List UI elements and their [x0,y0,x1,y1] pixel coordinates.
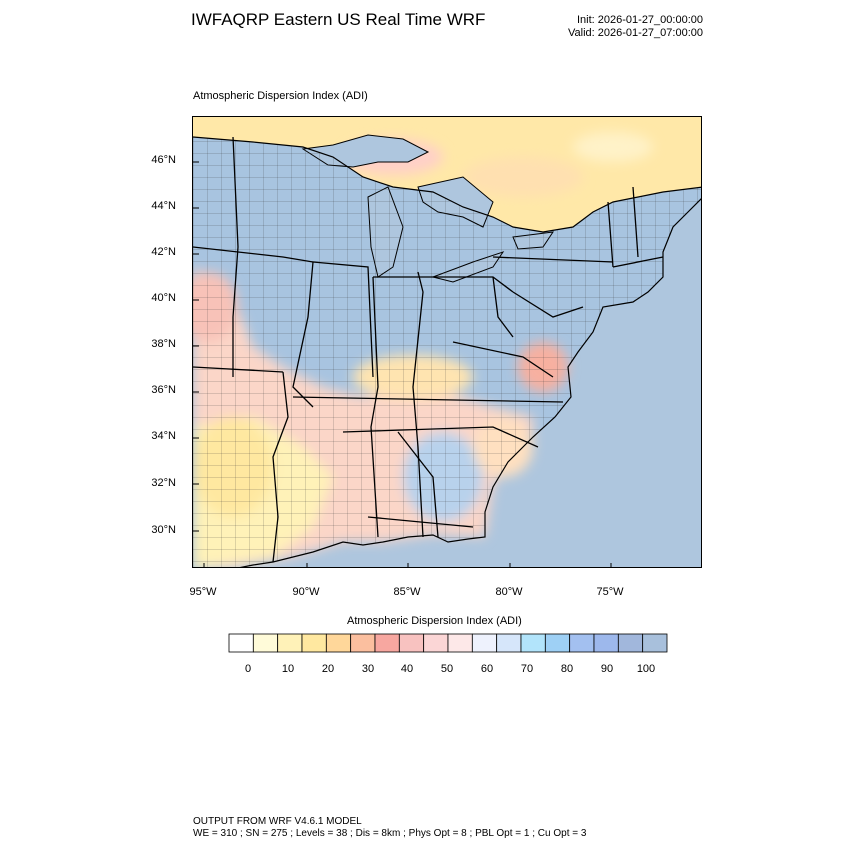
colorbar-label-40: 40 [400,663,414,675]
lon-label-80: 80°W [495,586,523,598]
colorbar-label-30: 30 [361,663,375,675]
lat-label-46: 46°N [151,154,176,166]
colorbar-swatch [569,633,595,653]
colorbar-label-100: 100 [636,663,656,675]
axis-ticks [193,161,612,567]
colorbar-swatch [447,633,473,653]
valid-time: Valid: 2026-01-27_07:00:00 [568,27,703,39]
colorbar-label-90: 90 [600,663,614,675]
colorbar-swatch [301,633,327,653]
page-title: IWFAQRP Eastern US Real Time WRF [191,10,486,29]
colorbar-swatch [277,633,303,653]
colorbar-swatch [593,633,619,653]
lon-label-90: 90°W [292,586,320,598]
lat-label-42: 42°N [151,246,176,258]
colorbar-swatch [398,633,425,653]
lat-label-34: 34°N [151,430,176,442]
colorbar-swatch [228,633,254,653]
colorbar-label-50: 50 [440,663,454,675]
colorbar-swatch [471,633,498,653]
adi-map [193,117,701,567]
lat-label-32: 32°N [151,477,176,489]
colorbar-label-70: 70 [520,663,534,675]
lon-label-75: 75°W [596,586,624,598]
colorbar-swatch [252,633,279,653]
colorbar-label-10: 10 [281,663,295,675]
lon-label-95: 95°W [189,586,217,598]
lat-label-38: 38°N [151,338,176,350]
county-boundaries [193,137,701,567]
colorbar [228,633,668,653]
colorbar-swatch [496,633,522,653]
colorbar-swatch [423,633,449,653]
colorbar-swatch [325,633,352,653]
footer-model-info: OUTPUT FROM WRF V4.6.1 MODEL [193,816,362,827]
map-panel [192,116,702,568]
map-subtitle: Atmospheric Dispersion Index (ADI) [193,90,368,102]
colorbar-swatch [642,633,668,653]
lat-label-30: 30°N [151,524,176,536]
coastline [239,198,701,567]
colorbar-swatch [617,633,644,653]
colorbar-label-20: 20 [321,663,335,675]
colorbar-label-0: 0 [244,663,252,675]
colorbar-label-60: 60 [480,663,494,675]
footer-config-info: WE = 310 ; SN = 275 ; Levels = 38 ; Dis … [193,828,587,839]
colorbar-title: Atmospheric Dispersion Index (ADI) [347,615,522,627]
lat-label-40: 40°N [151,292,176,304]
state-boundaries [193,136,664,563]
us-canada-border [193,136,701,233]
colorbar-swatch [544,633,571,653]
lat-label-36: 36°N [151,384,176,396]
colorbar-swatch [374,633,400,653]
colorbar-swatch [350,633,376,653]
lat-label-44: 44°N [151,200,176,212]
colorbar-label-80: 80 [560,663,574,675]
init-time: Init: 2026-01-27_00:00:00 [577,14,703,26]
lon-label-85: 85°W [393,586,421,598]
colorbar-swatch [520,633,546,653]
